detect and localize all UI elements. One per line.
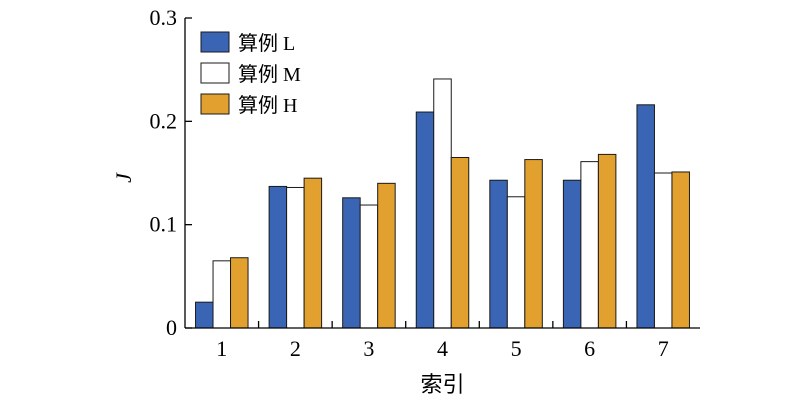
- bar: [268, 185, 288, 329]
- legend-label: 算例 H: [238, 94, 297, 117]
- bar: [636, 104, 655, 329]
- bar: [342, 197, 361, 329]
- legend-swatch: [200, 31, 230, 53]
- legend-label: 算例 L: [238, 32, 295, 55]
- legend-swatch: [200, 62, 230, 84]
- bar: [653, 172, 673, 329]
- plot-area: 0 0.1 0.2 0.3 1 2 3 4 5 6 7: [150, 5, 700, 361]
- bar: [377, 182, 396, 329]
- bar: [597, 153, 617, 329]
- x-tick-label: 7: [658, 336, 669, 361]
- legend-swatch: [200, 93, 230, 115]
- x-axis-title: 索引: [420, 372, 464, 397]
- x-tick-label: 6: [584, 336, 595, 361]
- bar: [433, 78, 452, 329]
- legend: 算例 L 算例 M 算例 H: [200, 31, 301, 117]
- bar: [450, 157, 470, 329]
- bar: [524, 159, 543, 329]
- y-tick-label: 0.2: [150, 108, 178, 133]
- bar: [212, 260, 232, 329]
- bar: [580, 161, 599, 329]
- x-tick-label: 5: [511, 336, 522, 361]
- bar: [230, 257, 249, 329]
- y-tick-label: 0.3: [150, 5, 178, 30]
- x-tick-label: 3: [363, 336, 374, 361]
- bar: [506, 196, 526, 329]
- bar: [195, 301, 214, 329]
- bar: [415, 111, 435, 329]
- bar: [303, 177, 323, 329]
- x-tick-label: 4: [437, 336, 448, 361]
- bar: [286, 186, 305, 329]
- bar: [359, 204, 379, 329]
- bar: [671, 171, 690, 329]
- bar: [489, 179, 508, 329]
- y-axis-title: J: [111, 172, 136, 183]
- bar: [562, 179, 582, 329]
- x-tick-label: 2: [290, 336, 301, 361]
- x-tick-label: 1: [216, 336, 227, 361]
- y-tick-label: 0.1: [150, 212, 178, 237]
- y-tick-label: 0: [166, 315, 177, 340]
- legend-label: 算例 M: [238, 63, 301, 86]
